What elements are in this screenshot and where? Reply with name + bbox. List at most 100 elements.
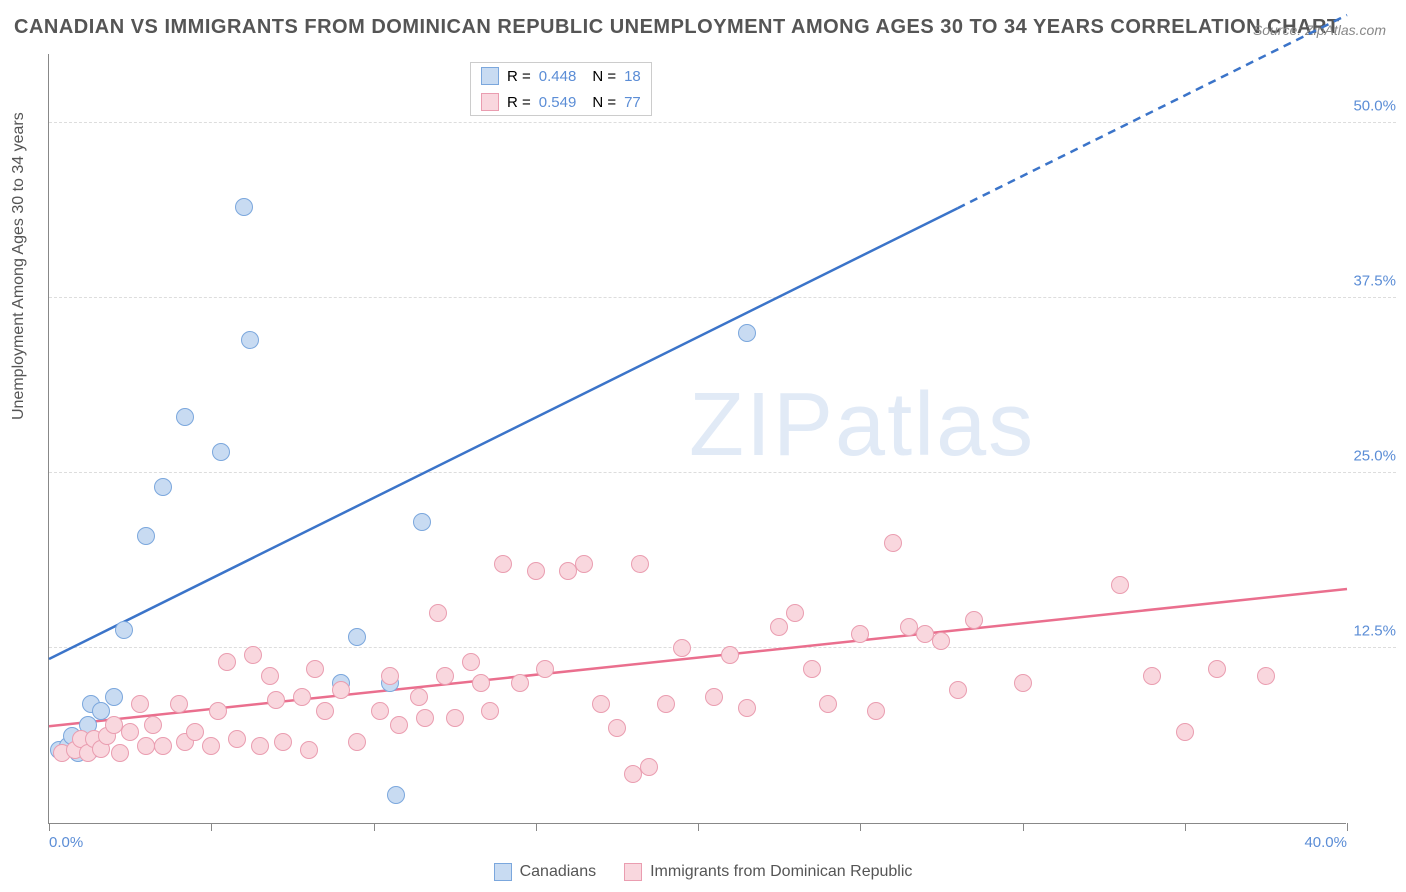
data-point bbox=[721, 646, 739, 664]
data-point bbox=[803, 660, 821, 678]
x-tick bbox=[1023, 823, 1024, 831]
data-point bbox=[293, 688, 311, 706]
legend-swatch bbox=[481, 93, 499, 111]
data-point bbox=[1257, 667, 1275, 685]
data-point bbox=[738, 699, 756, 717]
data-point bbox=[965, 611, 983, 629]
data-point bbox=[575, 555, 593, 573]
legend-swatch bbox=[481, 67, 499, 85]
data-point bbox=[416, 709, 434, 727]
x-tick bbox=[49, 823, 50, 831]
data-point bbox=[115, 621, 133, 639]
correlation-legend: R = 0.448N = 18R = 0.549N = 77 bbox=[470, 62, 652, 116]
data-point bbox=[306, 660, 324, 678]
data-point bbox=[1014, 674, 1032, 692]
data-point bbox=[819, 695, 837, 713]
data-point bbox=[176, 408, 194, 426]
data-point bbox=[608, 719, 626, 737]
data-point bbox=[267, 691, 285, 709]
chart-title: CANADIAN VS IMMIGRANTS FROM DOMINICAN RE… bbox=[14, 16, 1340, 39]
data-point bbox=[472, 674, 490, 692]
data-point bbox=[429, 604, 447, 622]
x-tick bbox=[860, 823, 861, 831]
legend-r-value: 0.549 bbox=[539, 94, 577, 111]
data-point bbox=[631, 555, 649, 573]
x-tick bbox=[698, 823, 699, 831]
legend-label: Immigrants from Dominican Republic bbox=[650, 863, 912, 881]
legend-n-value: 18 bbox=[624, 68, 641, 85]
data-point bbox=[1111, 576, 1129, 594]
legend-swatch bbox=[624, 863, 642, 881]
data-point bbox=[371, 702, 389, 720]
data-point bbox=[387, 786, 405, 804]
data-point bbox=[348, 628, 366, 646]
data-point bbox=[274, 733, 292, 751]
regression-lines bbox=[49, 43, 1406, 823]
data-point bbox=[1143, 667, 1161, 685]
data-point bbox=[867, 702, 885, 720]
data-point bbox=[212, 443, 230, 461]
x-tick bbox=[536, 823, 537, 831]
data-point bbox=[218, 653, 236, 671]
data-point bbox=[884, 534, 902, 552]
x-tick bbox=[1185, 823, 1186, 831]
x-tick-label: 0.0% bbox=[49, 834, 83, 851]
legend-row: R = 0.549N = 77 bbox=[471, 89, 651, 115]
data-point bbox=[228, 730, 246, 748]
legend-n-label: N = bbox=[592, 68, 616, 85]
data-point bbox=[332, 681, 350, 699]
series-legend: Canadians Immigrants from Dominican Repub… bbox=[0, 863, 1406, 886]
chart-plot-area: ZIPatlas 12.5%25.0%37.5%50.0%0.0%40.0% bbox=[48, 54, 1346, 824]
data-point bbox=[300, 741, 318, 759]
data-point bbox=[251, 737, 269, 755]
data-point bbox=[410, 688, 428, 706]
data-point bbox=[154, 737, 172, 755]
data-point bbox=[413, 513, 431, 531]
legend-item: Canadians bbox=[494, 863, 597, 881]
data-point bbox=[261, 667, 279, 685]
legend-r-label: R = bbox=[507, 68, 531, 85]
data-point bbox=[592, 695, 610, 713]
data-point bbox=[381, 667, 399, 685]
data-point bbox=[131, 695, 149, 713]
data-point bbox=[786, 604, 804, 622]
source-attribution: Source: ZipAtlas.com bbox=[1253, 22, 1386, 38]
legend-r-label: R = bbox=[507, 94, 531, 111]
data-point bbox=[170, 695, 188, 713]
data-point bbox=[527, 562, 545, 580]
data-point bbox=[202, 737, 220, 755]
data-point bbox=[121, 723, 139, 741]
data-point bbox=[348, 733, 366, 751]
data-point bbox=[536, 660, 554, 678]
data-point bbox=[105, 688, 123, 706]
legend-label: Canadians bbox=[520, 863, 597, 881]
legend-n-label: N = bbox=[592, 94, 616, 111]
data-point bbox=[154, 478, 172, 496]
data-point bbox=[186, 723, 204, 741]
data-point bbox=[209, 702, 227, 720]
x-tick-label: 40.0% bbox=[1304, 834, 1347, 851]
data-point bbox=[241, 331, 259, 349]
data-point bbox=[1176, 723, 1194, 741]
legend-swatch bbox=[494, 863, 512, 881]
data-point bbox=[244, 646, 262, 664]
data-point bbox=[932, 632, 950, 650]
x-tick bbox=[374, 823, 375, 831]
data-point bbox=[1208, 660, 1226, 678]
data-point bbox=[851, 625, 869, 643]
data-point bbox=[436, 667, 454, 685]
data-point bbox=[657, 695, 675, 713]
data-point bbox=[111, 744, 129, 762]
data-point bbox=[144, 716, 162, 734]
legend-row: R = 0.448 N = 18 bbox=[471, 63, 651, 89]
x-tick bbox=[1347, 823, 1348, 831]
data-point bbox=[390, 716, 408, 734]
legend-item: Immigrants from Dominican Republic bbox=[624, 863, 912, 881]
data-point bbox=[705, 688, 723, 706]
data-point bbox=[673, 639, 691, 657]
data-point bbox=[949, 681, 967, 699]
data-point bbox=[770, 618, 788, 636]
data-point bbox=[137, 527, 155, 545]
data-point bbox=[481, 702, 499, 720]
legend-r-value: 0.448 bbox=[539, 68, 577, 85]
